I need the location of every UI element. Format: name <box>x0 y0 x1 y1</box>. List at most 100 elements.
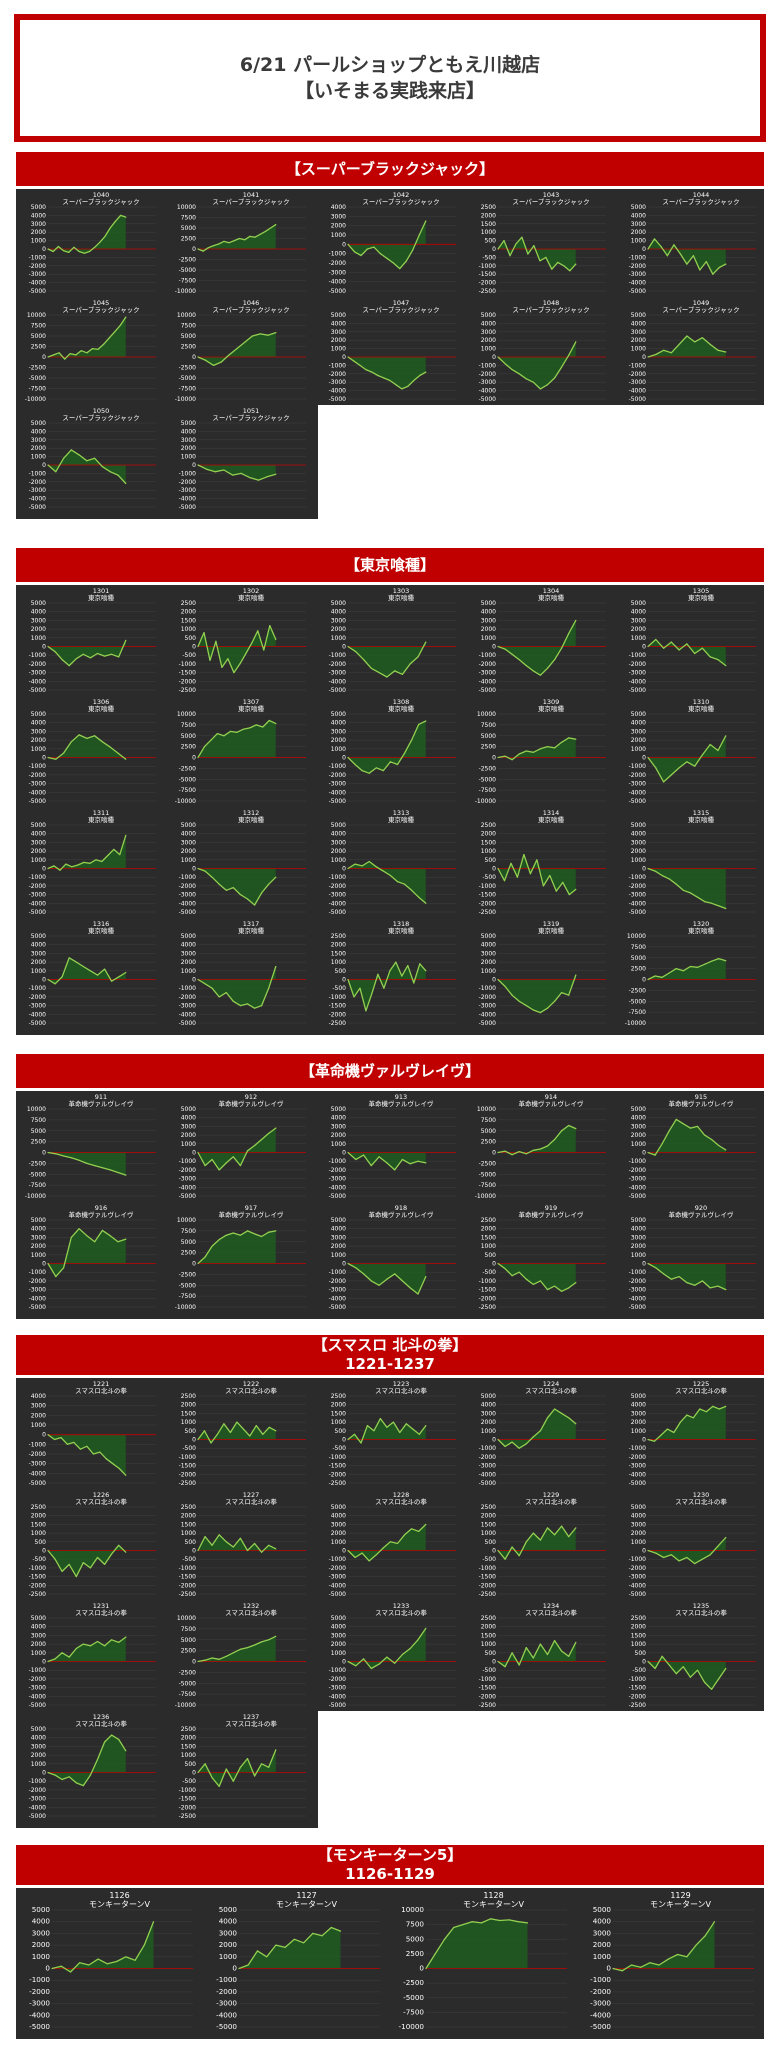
chart-point <box>125 1174 127 1176</box>
chart-point <box>701 1558 703 1560</box>
chart-point <box>353 1433 356 1435</box>
y-tick-label: 7500 <box>181 323 196 330</box>
chart-point <box>89 970 91 972</box>
y-tick-label: 1500 <box>31 1521 46 1528</box>
chart-point <box>111 1734 113 1736</box>
chart-point <box>368 860 370 863</box>
y-tick-label: -5000 <box>629 1480 647 1487</box>
chart-point <box>227 658 229 660</box>
chart-point <box>654 870 656 872</box>
y-tick-label: -1000 <box>179 985 197 992</box>
chart-area-fill <box>198 1230 276 1264</box>
chart-point <box>689 892 691 894</box>
chart-point <box>504 1150 506 1152</box>
chart-series-line <box>497 737 576 761</box>
chart-point <box>562 881 564 883</box>
chart-point <box>395 961 397 963</box>
chart-point <box>532 1657 534 1659</box>
y-tick-label: -2500 <box>179 1271 197 1278</box>
chart-series-line <box>347 961 427 1012</box>
chart-point <box>490 1918 492 1920</box>
y-tick-label: -1000 <box>29 1667 47 1674</box>
chart-point <box>718 1144 720 1147</box>
chart-1320: 1320 東京喰種 10000 7500 5000 2500 0 -2500 -5000 -750… <box>616 918 766 1029</box>
chart-1309: 1309 東京喰種 10000 7500 5000 2500 0 -2500 -5000 -750… <box>466 696 616 807</box>
y-tick-label: -3000 <box>329 670 347 677</box>
chart-1225: 1225 スマスロ北斗の拳 5000 4000 3000 2000 1000 0 -1000 -2… <box>616 1378 766 1489</box>
y-tick-label: -500 <box>182 1445 196 1452</box>
chart-point <box>86 1445 88 1447</box>
chart-machine-number: 1311 <box>93 809 110 817</box>
chart-svg: 1048スーパーブラックジャック500040003000200010000-10… <box>479 299 606 403</box>
chart-point <box>246 1549 249 1552</box>
y-tick-label: -2500 <box>29 1160 47 1167</box>
chart-machine-number: 914 <box>545 1093 557 1101</box>
chart-series-line <box>612 1921 716 1972</box>
chart-series-line <box>497 620 577 676</box>
y-tick-label: -1500 <box>629 1685 647 1692</box>
chart-area-fill <box>498 1526 576 1560</box>
y-tick-label: 5000 <box>31 420 46 427</box>
y-tick-label: -5000 <box>179 1193 197 1200</box>
chart-point <box>275 1749 277 1751</box>
chart-point <box>525 665 527 667</box>
y-tick-label: -1000 <box>479 652 497 659</box>
y-tick-label: -5000 <box>329 1702 347 1709</box>
y-tick-label: -2000 <box>590 1987 611 1996</box>
y-tick-label: -1000 <box>29 470 47 477</box>
y-tick-label: 0 <box>342 1548 346 1555</box>
y-tick-label: 0 <box>342 977 346 984</box>
y-tick-label: -1000 <box>329 763 347 770</box>
y-tick-label: -2500 <box>179 687 197 694</box>
chart-model-name: スマスロ北斗の拳 <box>225 1497 277 1506</box>
chart-point <box>404 883 406 885</box>
chart-point <box>392 1421 394 1423</box>
chart-1230: 1230 スマスロ北斗の拳 5000 4000 3000 2000 1000 0 -1000 -2… <box>616 1489 766 1600</box>
y-tick-label: 4000 <box>31 1226 46 1233</box>
chart-area-fill <box>348 1628 426 1669</box>
y-tick-label: -2500 <box>329 1020 347 1027</box>
section-header-valvrave: 【革命機ヴァルヴレイヴ】 <box>16 1054 764 1088</box>
y-tick-label: 4000 <box>331 1513 346 1520</box>
chart-1305: 1305 東京喰種 5000 4000 3000 2000 1000 0 -1000 -2000-… <box>616 585 766 696</box>
chart-svg: 1318東京喰種25002000150010005000-500-1000-15… <box>329 920 456 1027</box>
chart-point <box>554 377 556 379</box>
chart-machine-number: 913 <box>395 1093 407 1101</box>
y-tick-label: 0 <box>642 1261 646 1268</box>
chart-point <box>203 1430 206 1432</box>
chart-area-fill <box>198 720 276 758</box>
chart-area-fill <box>648 1119 726 1156</box>
chart-point <box>725 907 727 910</box>
y-tick-label: -2000 <box>179 1167 197 1174</box>
y-tick-label: -1000 <box>179 1565 197 1572</box>
chart-point <box>539 1539 541 1541</box>
chart-area-fill <box>198 465 276 481</box>
chart-point <box>419 963 421 965</box>
chart-point <box>66 1443 68 1445</box>
chart-point <box>679 1421 681 1423</box>
y-tick-label: 1500 <box>181 617 196 624</box>
y-tick-label: -2000 <box>479 661 497 668</box>
chart-point <box>204 1659 206 1661</box>
y-tick-label: -5000 <box>216 2022 237 2031</box>
chart-svg: 1313東京喰種500040003000200010000-1000-2000-… <box>329 809 456 916</box>
chart-point <box>554 1408 556 1410</box>
y-tick-label: 0 <box>192 1437 196 1444</box>
chart-point <box>339 1930 342 1932</box>
y-tick-label: -5000 <box>179 776 197 783</box>
y-tick-label: -3000 <box>329 892 347 899</box>
y-tick-label: 1000 <box>631 1252 646 1259</box>
chart-svg: 1320東京喰種100007500500025000-2500-5000-750… <box>625 920 756 1027</box>
chart-point <box>525 1647 527 1649</box>
y-tick-label: -1500 <box>479 1574 497 1581</box>
chart-svg: 917革命機ヴァルヴレイヴ100007500500025000-2500-500… <box>175 1204 306 1311</box>
chart-point <box>347 645 349 648</box>
y-tick-label: 2000 <box>31 959 46 966</box>
chart-point <box>204 1763 206 1765</box>
chart-point <box>360 254 362 257</box>
y-tick-label: 0 <box>42 977 46 984</box>
y-tick-label: 5000 <box>631 1504 646 1511</box>
chart-machine-number: 1040 <box>93 191 110 199</box>
y-tick-label: 0 <box>192 977 196 984</box>
chart-point <box>568 1655 570 1657</box>
